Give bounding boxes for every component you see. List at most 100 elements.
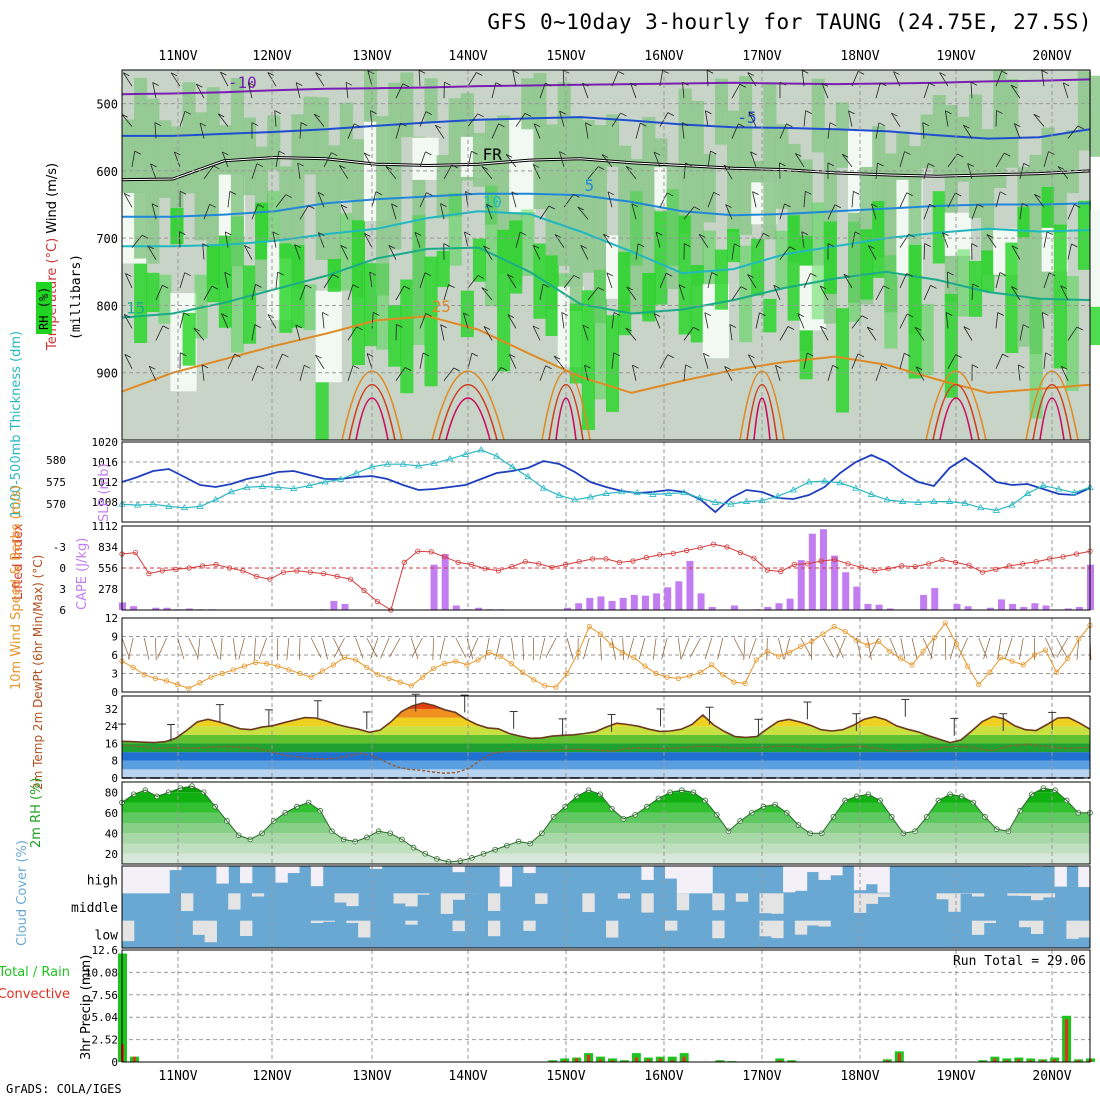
wind-barb <box>752 191 757 208</box>
surface-wind-barb <box>800 637 812 658</box>
cape-frame <box>121 525 1091 611</box>
wind-speed-point <box>419 674 426 680</box>
rh-band <box>230 216 244 353</box>
surface-wind-barb <box>286 637 290 660</box>
temperature-contour <box>122 116 1091 140</box>
cape-bar <box>441 554 449 610</box>
rh-band <box>642 117 656 316</box>
cloud-gap <box>794 866 808 891</box>
cloud-row-label: middle <box>71 901 118 916</box>
rh-band <box>146 272 160 313</box>
precip-legend-convective: Convective <box>0 987 70 1002</box>
surface-wind-barb <box>583 637 590 660</box>
wind-barb-flag <box>928 82 936 87</box>
wind-barb-flag <box>388 244 396 249</box>
wind-barb <box>841 153 853 168</box>
wind-barb-flag <box>147 245 154 250</box>
wind-speed-point <box>475 657 481 663</box>
wind-barb <box>995 152 1005 168</box>
wind-barb-flag <box>881 365 888 369</box>
surface-wind-barb <box>681 637 690 659</box>
surface-wind-barb <box>366 637 378 658</box>
wind-barb <box>1062 82 1069 99</box>
wind-barb-flag <box>476 72 483 76</box>
wind-barb <box>995 272 1001 289</box>
wind-barb <box>803 273 811 289</box>
wind-barb-flag <box>999 272 1007 276</box>
pressure-axis-label: (millibars) <box>69 254 84 340</box>
wind-barb <box>659 354 669 369</box>
wind-speed-point <box>486 649 492 656</box>
wind-barb-flag <box>477 275 485 279</box>
wind-barb <box>122 72 133 87</box>
wind-barb <box>247 82 253 99</box>
wind-barb <box>443 284 449 301</box>
rh-band <box>969 94 983 218</box>
wind-speed-point <box>208 674 214 680</box>
wind-barb-flag <box>1033 113 1040 118</box>
wind-barb <box>299 365 305 381</box>
cape-bar <box>764 606 772 610</box>
cloud-gap <box>535 893 548 904</box>
wind-barb <box>875 285 884 301</box>
thickness-tick-label: 570 <box>46 498 66 511</box>
wind-barb-flag <box>848 110 855 115</box>
thickness-line <box>121 449 1091 512</box>
wind-barb-flag <box>915 366 923 371</box>
top-date-label: 11NOV <box>158 49 197 64</box>
wind-barb-flag <box>509 353 516 358</box>
wind-barb <box>683 327 694 341</box>
rh-band <box>981 250 995 292</box>
surface-wind-barb <box>197 637 201 660</box>
precip-convective-bar <box>1005 1060 1009 1062</box>
wind-barb-flag <box>893 71 900 75</box>
cape-bar <box>786 598 794 610</box>
wind-barb <box>585 122 589 139</box>
wind-panel: 0 3 6 9 12 <box>105 612 1093 699</box>
slp-tick-label: 1016 <box>92 456 119 469</box>
wind-barb-flag <box>400 122 407 127</box>
wind-speed-point <box>720 672 726 678</box>
surface-wind-barb <box>983 637 991 660</box>
wind-barb <box>414 232 421 248</box>
rh-band <box>122 853 1090 864</box>
wind-barb-flag <box>196 83 203 88</box>
cape-bar <box>953 603 961 610</box>
surface-wind-barb <box>836 637 846 659</box>
wind-barb-flag <box>154 122 162 126</box>
wind-speed-point <box>386 675 392 682</box>
wind-barb-flag <box>507 314 515 318</box>
wind-barb-flag <box>124 354 132 358</box>
wind-barb-flag <box>698 233 706 238</box>
wind-barb <box>707 151 711 167</box>
wind-barb-flag <box>1074 204 1081 208</box>
wind-barb-flag <box>805 110 812 114</box>
wind-barb-flag <box>693 326 700 331</box>
wind-barb-flag <box>929 203 936 208</box>
rh-dry-band <box>799 265 826 331</box>
surface-wind-barb <box>704 637 713 660</box>
rh-line <box>121 785 1090 863</box>
wind-barb-flag <box>725 204 732 208</box>
wind-barb-flag <box>904 151 911 155</box>
wind-speed-point <box>620 649 626 656</box>
wind-speed-point <box>1009 658 1015 664</box>
wind-barb <box>443 367 455 381</box>
wind-barb-flag <box>222 151 229 156</box>
wind-barb-flag <box>251 122 259 126</box>
wind-barb <box>681 122 685 139</box>
rh-band <box>182 82 196 194</box>
wind-barb <box>539 82 546 99</box>
lifted-index-axis-label: Lifted Index <box>11 523 26 600</box>
wind-barb <box>370 110 373 127</box>
wind-barb-flag <box>561 312 568 316</box>
wind-barb-flag <box>248 82 255 86</box>
wind-barb <box>366 353 373 369</box>
slp-panel: 1008 1012 1016 1020 570 575 580 <box>46 436 1094 522</box>
wind-barb-flag <box>1034 194 1041 198</box>
wind-barb-flag <box>883 285 890 290</box>
wind-speed-point <box>1065 656 1071 662</box>
wind-barb-flag <box>922 122 930 126</box>
rh-band <box>751 238 765 296</box>
wind-barb-flag <box>914 326 922 331</box>
